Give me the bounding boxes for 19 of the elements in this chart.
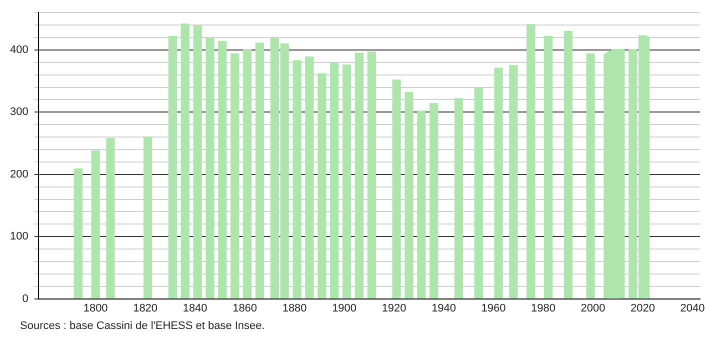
x-tick-label: 1940: [432, 302, 456, 314]
x-tick-label: 1980: [531, 302, 556, 314]
y-tick-label: 100: [10, 230, 28, 243]
x-tick-label: 1880: [282, 302, 307, 314]
x-tick-label: 1840: [182, 302, 208, 314]
x-tick-label: 1820: [133, 302, 158, 314]
y-tick-label: 400: [10, 44, 28, 56]
x-tick-label: 2020: [630, 302, 656, 314]
x-tick-label: 1920: [382, 302, 406, 314]
y-tick-label: 0: [22, 292, 28, 305]
source-note: Sources : base Cassini de l'EHESS et base Insee.: [20, 320, 265, 332]
y-tick-label: 200: [10, 168, 28, 180]
x-tick-label: 2040: [680, 302, 705, 314]
y-tick-label: 300: [10, 106, 28, 118]
x-tick-label: 1960: [481, 302, 506, 314]
x-tick-label: 1800: [83, 302, 108, 314]
x-tick-label: 2000: [580, 302, 606, 314]
x-tick-label: 1900: [332, 302, 357, 314]
x-tick-label: 1860: [232, 302, 258, 314]
